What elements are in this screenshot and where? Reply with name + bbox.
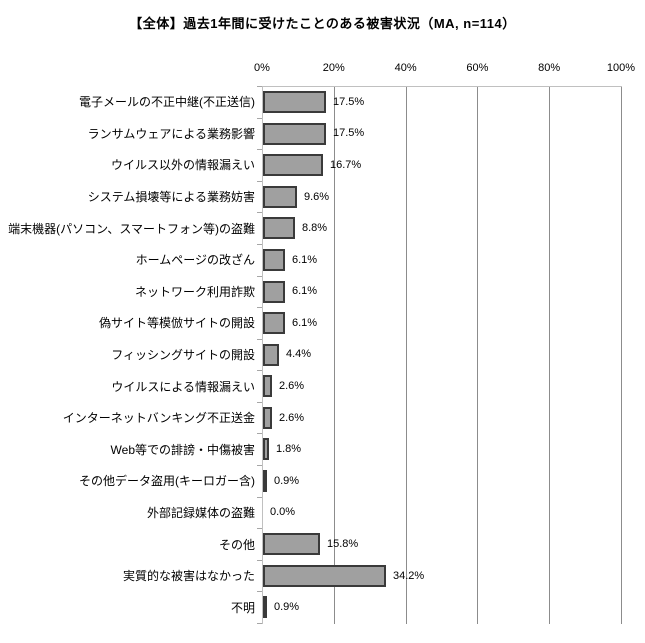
category-label: 偽サイト等模倣サイトの開設 [0,307,255,339]
axis-tick [257,528,262,529]
category-label-text: インターネットバンキング不正送金 [62,411,255,426]
category-label-text: ウイルスによる情報漏えい [111,379,255,394]
category-label-text: その他 [218,537,255,552]
category-label: ネットワーク利用詐欺 [0,276,255,308]
category-label-text: ホームページの改ざん [135,253,255,268]
bar [263,596,267,619]
category-label: システム損壊等による業務妨害 [0,181,255,213]
category-label-text: 電子メールの不正中継(不正送信) [79,95,255,110]
category-label-text: その他データ盗用(キーロガー含) [79,474,255,489]
bar-value-label: 17.5% [333,127,365,140]
axis-tick [257,560,262,561]
axis-tick [257,623,262,624]
category-label-text: ランサムウェアによる業務影響 [87,126,255,141]
category-label: 端末機器(パソコン、スマートフォン等)の盗難 [0,212,255,244]
bar-value-label: 1.8% [276,443,302,456]
category-label: インターネットバンキング不正送金 [0,402,255,434]
category-label-text: システム損壊等による業務妨害 [87,190,255,205]
bar-value-label: 6.1% [292,316,318,329]
chart-title: 【全体】過去1年間に受けたことのある被害状況（MA, n=114） [129,16,516,31]
category-label: 電子メールの不正中継(不正送信) [0,86,255,118]
category-label-text: 偽サイト等模倣サイトの開設 [98,316,255,331]
x-axis-tick-label: 100% [606,62,636,74]
category-label: ランサムウェアによる業務影響 [0,118,255,150]
x-axis-tick-label: 60% [466,62,489,74]
bar-value-label: 2.6% [279,411,305,424]
bar-value-label: 34.2% [393,569,425,582]
axis-tick [257,212,262,213]
axis-tick [257,591,262,592]
category-label: 不明 [0,591,255,623]
bar-value-label: 9.6% [304,190,330,203]
axis-tick [257,149,262,150]
axis-tick [257,244,262,245]
category-label: 外部記録媒体の盗難 [0,497,255,529]
bar-value-label: 0.9% [274,474,300,487]
gridline [621,87,622,624]
bar [263,185,297,208]
axis-tick [257,433,262,434]
bar-value-label: 0.9% [274,601,300,614]
gridline [549,87,551,624]
x-axis-tick-label: 40% [394,62,417,74]
bar [263,343,279,366]
bar-value-label: 0.0% [270,506,296,519]
category-label-text: フィッシングサイトの開設 [111,347,255,362]
axis-tick [257,370,262,371]
bar [263,470,267,493]
x-axis-tick-label: 0% [254,62,270,74]
plot-area [262,86,622,624]
bar-value-label: 16.7% [330,158,362,171]
axis-tick [257,465,262,466]
bar [263,533,320,556]
gridline [405,87,407,624]
bar [263,564,386,587]
axis-tick [257,118,262,119]
gridline [477,87,479,624]
axis-tick [257,497,262,498]
bar [263,248,285,271]
category-label-text: ウイルス以外の情報漏えい [110,158,255,173]
category-label: その他 [0,528,255,560]
bar [263,312,285,335]
axis-tick [257,402,262,403]
bar-value-label: 6.1% [292,285,318,298]
bar [263,438,269,461]
category-label-text: ネットワーク利用詐欺 [134,284,255,299]
bar [263,91,326,113]
category-label-text: 不明 [230,600,255,615]
bar-value-label: 15.8% [327,538,359,551]
bar [263,122,326,145]
category-label-text: Web等での誹謗・中傷被害 [110,442,255,457]
axis-tick [257,86,262,87]
category-label: ホームページの改ざん [0,244,255,276]
category-label: その他データ盗用(キーロガー含) [0,465,255,497]
category-label: 実質的な被害はなかった [0,560,255,592]
axis-tick [257,339,262,340]
bar [263,217,295,240]
x-axis-tick-label: 80% [538,62,561,74]
bar-value-label: 2.6% [279,380,305,393]
bar-value-label: 17.5% [333,95,365,108]
category-label: フィッシングサイトの開設 [0,339,255,371]
bar [263,375,272,398]
bar-value-label: 8.8% [302,222,328,235]
axis-tick [257,181,262,182]
bar-value-label: 6.1% [292,253,318,266]
axis-tick [257,276,262,277]
category-label: Web等での誹謗・中傷被害 [0,433,255,465]
bar-value-label: 4.4% [286,348,312,361]
bar [263,154,323,177]
category-label-text: 外部記録媒体の盗難 [146,505,255,520]
category-label-text: 実質的な被害はなかった [122,569,255,584]
category-label: ウイルス以外の情報漏えい [0,149,255,181]
category-label-text: 端末機器(パソコン、スマートフォン等)の盗難 [8,221,255,236]
axis-tick [257,307,262,308]
category-label: ウイルスによる情報漏えい [0,370,255,402]
bar [263,406,272,429]
gridline [333,87,335,624]
x-axis-tick-label: 20% [322,62,345,74]
bar [263,280,285,303]
